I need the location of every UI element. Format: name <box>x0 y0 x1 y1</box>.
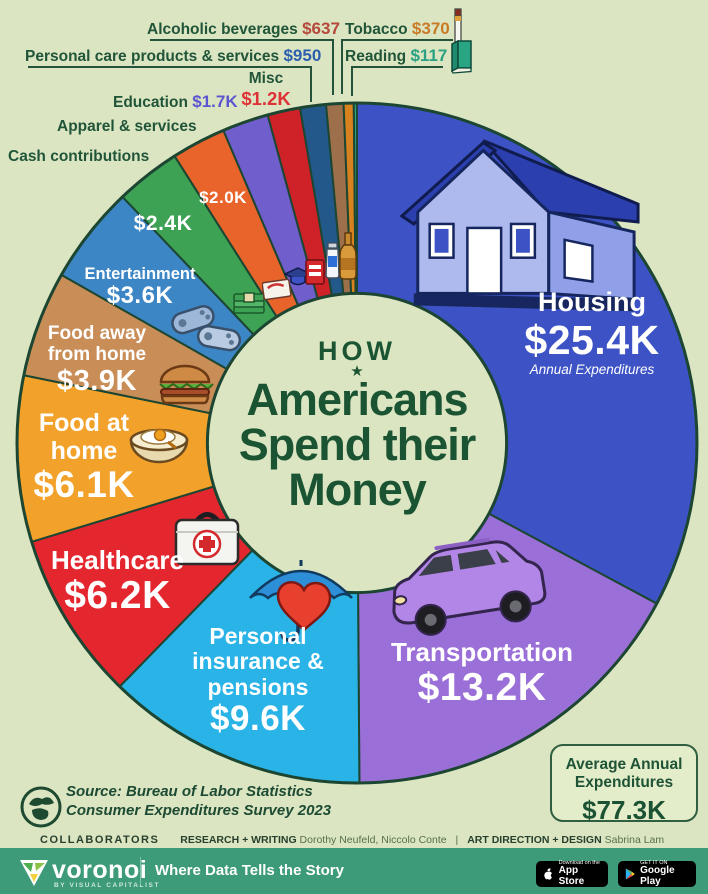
donut-outline <box>15 101 699 785</box>
brand-name: voronoi <box>52 856 148 884</box>
reading-connector-line <box>351 66 353 96</box>
personal-care-connector-line <box>28 66 312 68</box>
play-icon <box>625 868 635 880</box>
insurance-label: Personal insurance & pensions $9.6K <box>192 623 324 738</box>
clothing-card-icon <box>262 278 292 300</box>
tobacco-callout: Tobacco $370 <box>345 19 450 38</box>
tobacco-connector-line <box>341 39 343 94</box>
average-expenditures-value: $77.3K <box>582 794 666 825</box>
alcoholic-callout: Alcoholic beverages $637 <box>147 19 340 38</box>
cards-icon <box>305 259 325 285</box>
beer-bottle-icon <box>339 232 357 280</box>
collaborators-row: COLLABORATORS RESEARCH + WRITING Dorothy… <box>40 834 665 846</box>
apparel-value-label: $2.0K <box>199 188 247 207</box>
reading-connector-line <box>351 66 443 68</box>
entertainment-label: Entertainment $3.6K <box>84 265 196 310</box>
footer-tagline: Where Data Tells the Story <box>155 862 344 879</box>
title-line3: Money <box>288 464 427 515</box>
app-store-badge[interactable]: Download on the App Store <box>536 860 608 887</box>
alcoholic-connector-line <box>150 39 334 41</box>
game-controllers-icon <box>171 305 242 352</box>
cash-callout: Cash contributions <box>8 148 150 165</box>
transportation-label: Transportation $13.2K <box>390 637 573 709</box>
footer-divider <box>140 857 141 885</box>
food-away-label: Food away from home $3.9K <box>47 323 147 397</box>
page-title: HOW ★ Americans Spend their Money <box>176 336 538 512</box>
google-play-badge[interactable]: GET IT ON Google Play <box>618 860 696 887</box>
food-at-home-label: Food at home $6.1K <box>33 409 135 505</box>
money-stack-icon <box>233 292 265 314</box>
title-kicker: HOW <box>318 336 396 366</box>
average-expenditures-box: Average Annual Expenditures $77.3K <box>550 744 698 825</box>
book-icon <box>451 40 472 74</box>
healthcare-label: Healthcare $6.2K <box>51 545 184 617</box>
donut-hole <box>205 291 509 595</box>
house-icon <box>399 139 640 312</box>
title-line1: Americans <box>246 374 468 425</box>
source-note: Source: Bureau of Labor Statistics Consu… <box>66 783 332 819</box>
apparel-callout: Apparel & services <box>57 118 197 135</box>
burger-icon <box>159 364 214 405</box>
suv-icon <box>392 537 547 636</box>
reading-callout: Reading $117 <box>345 46 448 65</box>
housing-label: Housing $25.4K Annual Expenditures <box>524 287 660 377</box>
star-icon: ★ <box>350 363 364 380</box>
apple-icon <box>544 868 552 880</box>
personal-care-connector-line <box>310 66 312 102</box>
umbrella-heart-icon <box>249 560 353 642</box>
first-aid-kit-icon <box>174 512 240 566</box>
brand-subtitle: BY VISUAL CAPITALIST <box>54 882 161 889</box>
lotion-tube-icon <box>325 242 340 279</box>
alcoholic-connector-line <box>332 39 334 95</box>
education-callout: Education $1.7K <box>113 92 238 111</box>
title-line2: Spend their <box>238 419 477 470</box>
misc-callout: Misc $1.2K <box>241 70 291 109</box>
tobacco-connector-line <box>341 39 453 41</box>
cigarette-icon <box>454 8 462 43</box>
voronoi-logo-icon <box>20 860 48 886</box>
cash-value-label: $2.4K <box>133 212 193 235</box>
egg-bowl-icon <box>129 428 189 464</box>
personal-care-callout: Personal care products & services $950 <box>25 46 322 65</box>
voronoi-leaf-logo-icon <box>20 786 62 828</box>
